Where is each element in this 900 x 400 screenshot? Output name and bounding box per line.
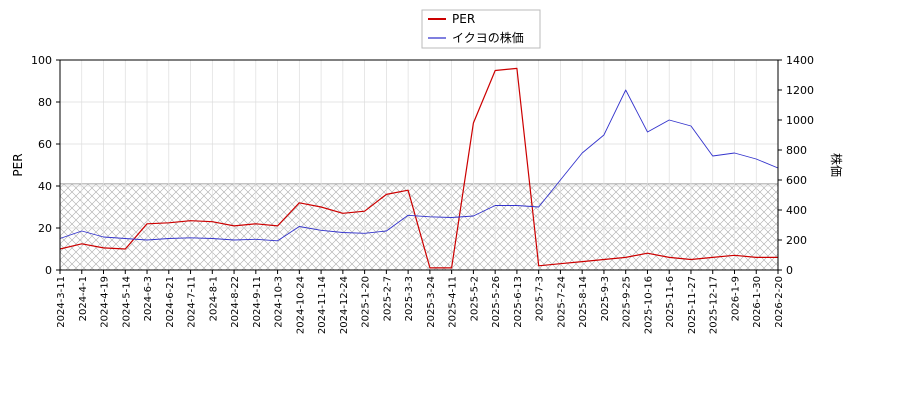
x-axis: 2024-3-11 2024-4-1 2024-4-19 2024-5-14 2024-…: [56, 270, 785, 334]
x-tick-label: 2025-1-20: [361, 276, 372, 328]
y-left-tick-label: 40: [38, 180, 52, 193]
x-tick-label: 2025-2-7: [382, 276, 393, 321]
y-right-tick-label: 0: [786, 264, 793, 277]
x-tick-label: 2025-10-16: [643, 276, 654, 334]
legend-label-stock: イクヨの株価: [452, 30, 524, 45]
x-tick-label: 2025-8-14: [578, 276, 589, 328]
x-tick-label: 2024-9-11: [252, 276, 263, 328]
y-left-tick-label: 0: [45, 264, 52, 277]
y-right-tick-label: 1400: [786, 54, 814, 67]
x-tick-label: 2025-9-3: [600, 276, 611, 321]
y-right-tick-label: 800: [786, 144, 807, 157]
right-axis: 0 200 400 600 800 1000 1200 1400: [778, 54, 814, 277]
x-tick-label: 2025-11-6: [665, 276, 676, 328]
y-right-tick-label: 200: [786, 234, 807, 247]
y-left-tick-label: 60: [38, 138, 52, 151]
x-tick-label: 2024-3-11: [56, 276, 67, 328]
x-tick-label: 2026-1-9: [730, 276, 741, 321]
series-line-stock: [59, 89, 779, 242]
series-layer: [59, 67, 779, 269]
x-tick-label: 2024-6-21: [165, 276, 176, 328]
x-tick-label: 2025-3-3: [404, 276, 415, 321]
x-tick-label: 2025-11-27: [687, 276, 698, 334]
x-tick-label: 2024-10-3: [274, 276, 285, 328]
x-tick-label: 2026-1-30: [752, 276, 763, 328]
series-line-per: [59, 67, 778, 269]
x-tick-label: 2024-11-14: [317, 276, 328, 334]
legend: PER イクヨの株価: [421, 9, 541, 49]
x-tick-label: 2025-9-25: [622, 276, 633, 328]
x-tick-label: 2024-7-11: [187, 276, 198, 328]
y-axis-left-label: PER: [11, 153, 25, 176]
x-tick-label: 2024-6-3: [143, 276, 154, 321]
x-tick-label: 2025-3-24: [426, 276, 437, 328]
y-left-tick-label: 80: [38, 96, 52, 109]
y-right-tick-label: 600: [786, 174, 807, 187]
x-tick-label: 2025-12-17: [709, 276, 720, 334]
x-tick-label: 2025-7-24: [556, 276, 567, 328]
x-tick-label: 2025-7-3: [535, 276, 546, 321]
y-right-tick-label: 1200: [786, 84, 814, 97]
x-tick-label: 2024-5-14: [121, 276, 132, 328]
legend-box: [421, 9, 541, 49]
x-tick-label: 2025-4-11: [448, 276, 459, 328]
x-tick-label: 2025-6-13: [513, 276, 524, 328]
x-tick-label: 2025-5-26: [491, 276, 502, 328]
x-tick-label: 2024-4-1: [78, 276, 89, 321]
legend-label-per: PER: [452, 12, 475, 26]
y-left-tick-label: 100: [31, 54, 52, 67]
x-tick-label: 2025-5-2: [469, 276, 480, 321]
left-axis: 0 20 40 60 80 100: [31, 54, 60, 277]
x-tick-label: 2024-8-22: [230, 276, 241, 328]
y-axis-right-label: 株価: [829, 153, 844, 177]
x-tick-label: 2024-12-24: [339, 276, 350, 334]
x-tick-label: 2024-10-24: [295, 276, 306, 334]
y-right-tick-label: 400: [786, 204, 807, 217]
y-left-tick-label: 20: [38, 222, 52, 235]
y-right-tick-label: 1000: [786, 114, 814, 127]
x-tick-label: 2026-2-20: [774, 276, 785, 328]
x-tick-label: 2024-4-19: [100, 276, 111, 328]
plot-frame: [59, 59, 779, 271]
x-tick-label: 2024-8-1: [208, 276, 219, 321]
